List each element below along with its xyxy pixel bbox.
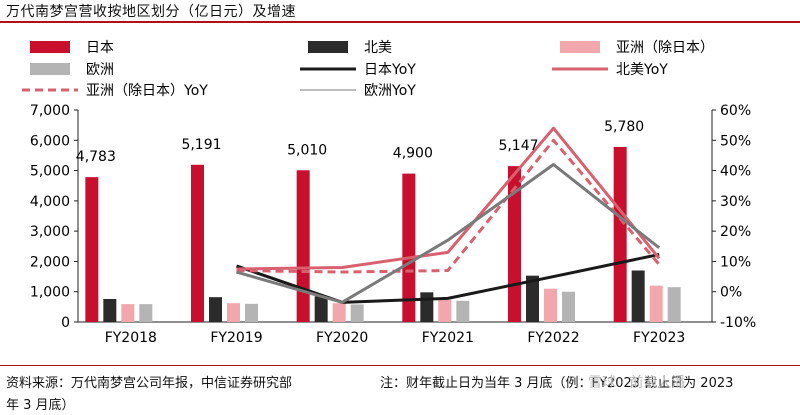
bar [526, 275, 539, 322]
bar [420, 292, 434, 322]
legend-label: 亚洲（除日本） [616, 40, 714, 56]
legend-swatch [30, 41, 70, 53]
bar [456, 300, 470, 322]
bar [332, 303, 346, 322]
y2-tick-label: -10% [720, 315, 756, 331]
legend: 日本 北美 亚洲（除日本） 欧洲 日本YoY 北美YoY 亚洲（除日本）YoY 欧洲YoY [22, 40, 714, 99]
legend-swatch [30, 63, 70, 75]
yoy-line [236, 126, 661, 271]
note-text: 注：财年截止日为当年 3 月底（例：FY2023 截止日为 2023 [380, 376, 734, 391]
bar [631, 270, 645, 322]
bar [350, 304, 364, 322]
y2-tick-label: 0% [720, 285, 742, 301]
y2-tick-label: 40% [720, 164, 751, 180]
y-tick-label: 3,000 [30, 224, 70, 240]
bar [314, 296, 328, 322]
y-tick-label: 2,000 [30, 254, 70, 270]
yoy-lines [236, 126, 661, 304]
yoy-line [236, 252, 660, 304]
legend-label: 日本YoY [364, 62, 416, 78]
axes: 0 1,000 2,000 3,000 4,000 5,000 6,000 7,000 -10%… [30, 103, 756, 346]
legend-swatch [560, 41, 600, 53]
chart-title: 万代南梦宫营收按地区划分（亿日元）及增速 [6, 4, 296, 20]
x-tick-label: FY2023 [633, 330, 685, 346]
data-label: 5,191 [181, 137, 221, 153]
data-label: 4,783 [76, 149, 116, 165]
footer-divider [0, 365, 800, 366]
x-tick-label: FY2019 [210, 330, 262, 346]
watermark: 雪球 · 前浪人潘 [588, 375, 686, 391]
y2-tick-label: 30% [720, 194, 751, 210]
y-tick-label: 1,000 [30, 285, 70, 301]
x-tick-label: FY2021 [422, 330, 474, 346]
data-label: 5,147 [498, 138, 538, 154]
bar [667, 287, 681, 322]
legend-label: 日本 [86, 40, 114, 56]
y-tick-label: 5,000 [30, 164, 70, 180]
yoy-line [236, 163, 661, 304]
x-tick-label: FY2018 [105, 330, 157, 346]
chart-canvas: 日本 北美 亚洲（除日本） 欧洲 日本YoY 北美YoY 亚洲（除日本）YoY 欧洲YoY 0… [22, 40, 756, 346]
bar [613, 146, 627, 322]
y2-tick-label: 50% [720, 133, 751, 149]
bar [296, 170, 310, 322]
y2-tick-label: 20% [720, 224, 751, 240]
bar [649, 285, 663, 322]
data-label: 4,900 [393, 146, 433, 162]
legend-label: 北美YoY [616, 62, 668, 78]
bars [85, 146, 681, 322]
bar [438, 299, 452, 322]
bar [544, 288, 557, 322]
bar [227, 303, 240, 322]
bar [245, 303, 258, 322]
legend-label: 欧洲 [86, 62, 114, 78]
bar [191, 164, 204, 322]
legend-label: 亚洲（除日本）YoY [86, 83, 208, 99]
bar [121, 304, 135, 322]
bar [85, 177, 99, 322]
note-text-continued: 年 3 月底） [6, 398, 75, 413]
bar [562, 291, 575, 322]
x-tick-label: FY2022 [527, 330, 579, 346]
data-label: 5,010 [287, 142, 327, 158]
data-label: 5,780 [604, 119, 644, 135]
legend-label: 北美 [364, 40, 392, 56]
y-tick-label: 6,000 [30, 133, 70, 149]
x-tick-label: FY2020 [316, 330, 368, 346]
source-text: 资料来源：万代南梦宫公司年报，中信证券研究部 [6, 376, 293, 391]
legend-swatch [308, 41, 348, 53]
bar [139, 304, 153, 322]
bar [402, 173, 416, 322]
title-divider [0, 21, 800, 23]
legend-label: 欧洲YoY [364, 83, 416, 99]
bar [103, 298, 117, 322]
data-labels: 4,783 5,191 5,010 4,900 5,147 5,780 [76, 119, 644, 165]
y2-tick-label: 60% [720, 103, 751, 119]
y-tick-label: 4,000 [30, 194, 70, 210]
y2-tick-label: 10% [720, 254, 751, 270]
y-tick-label: 0 [61, 315, 70, 331]
y-tick-label: 7,000 [30, 103, 70, 119]
bar [209, 297, 222, 322]
yoy-line [236, 138, 661, 274]
